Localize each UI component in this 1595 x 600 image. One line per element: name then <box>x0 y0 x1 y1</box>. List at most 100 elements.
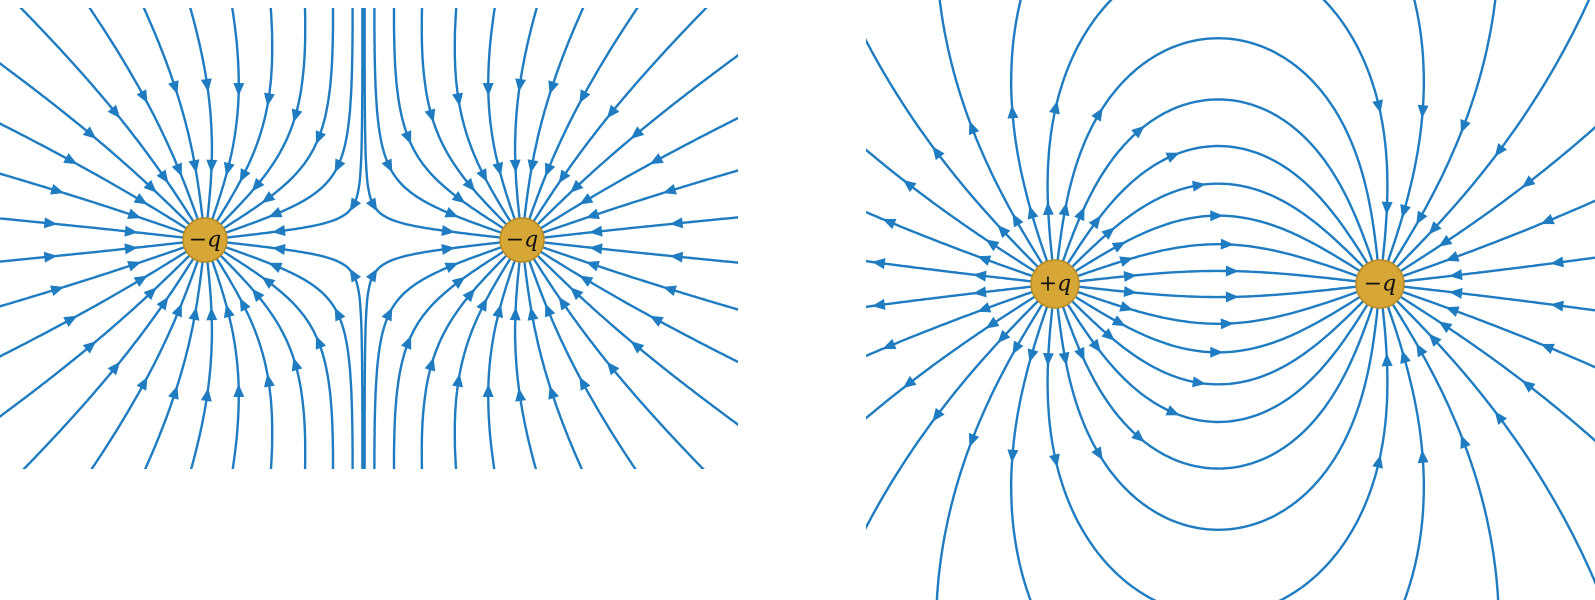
arrowhead-icon <box>1074 346 1085 361</box>
field-line <box>1402 199 1595 277</box>
field-line <box>523 8 585 219</box>
field-line <box>1396 0 1591 268</box>
arrowhead-icon <box>985 316 1000 329</box>
arrowhead-icon <box>973 286 987 298</box>
field-line <box>226 8 364 239</box>
dipole-charges: +q −q <box>1030 259 1405 309</box>
arrowhead-icon <box>239 168 251 183</box>
arrowhead-icon <box>136 89 148 104</box>
arrowhead-icon <box>527 159 539 174</box>
field-line <box>1400 296 1595 443</box>
field-line-group <box>0 8 738 469</box>
field-line <box>528 8 639 220</box>
arrowhead-icon <box>291 357 303 372</box>
arrowhead-icon <box>977 302 992 313</box>
dipole-field-lines <box>866 0 1595 600</box>
arrowhead-icon <box>1416 210 1428 225</box>
like-charges-charges: −q −q <box>182 217 545 263</box>
field-line <box>542 246 738 311</box>
arrowhead-icon <box>441 225 455 236</box>
charge-circle-icon <box>1355 259 1405 309</box>
field-line <box>523 261 584 469</box>
arrowhead-icon <box>251 177 265 192</box>
arrowhead-icon <box>82 341 97 354</box>
arrowhead-icon <box>124 243 138 255</box>
arrowhead-icon <box>902 375 917 389</box>
arrowhead-icon <box>570 287 584 301</box>
arrowhead-icon <box>1220 238 1234 250</box>
arrowhead-icon <box>1445 251 1460 262</box>
field-line <box>142 8 204 219</box>
arrowhead-icon <box>1428 221 1442 235</box>
arrowhead-icon <box>882 218 897 230</box>
arrowhead-icon <box>1088 215 1101 230</box>
arrowhead-icon <box>1438 234 1453 247</box>
arrowhead-icon <box>1088 338 1101 353</box>
field-line <box>486 8 516 220</box>
arrowhead-icon <box>1428 333 1442 347</box>
arrowhead-icon <box>1381 353 1393 367</box>
arrowhead-icon <box>1449 287 1463 299</box>
arrowhead-icon <box>1042 201 1054 216</box>
arrowhead-icon <box>1381 201 1393 215</box>
arrowhead-icon <box>1091 107 1103 122</box>
arrowhead-icon <box>968 120 980 136</box>
arrowhead-icon <box>545 303 556 318</box>
arrowhead-icon <box>1417 449 1429 464</box>
field-line <box>453 8 511 222</box>
arrowhead-icon <box>133 193 148 205</box>
arrowhead-icon <box>932 146 945 161</box>
arrowhead-icon <box>630 126 645 139</box>
arrowhead-icon <box>349 197 362 212</box>
arrowhead-icon <box>1210 346 1224 358</box>
arrowhead-icon <box>268 207 283 218</box>
arrowhead-icon <box>452 373 463 388</box>
charge-circle-icon <box>1030 259 1080 309</box>
arrowhead-icon <box>444 262 459 273</box>
arrowhead-icon <box>441 244 455 255</box>
field-line <box>0 246 185 308</box>
arrowhead-icon <box>136 376 148 391</box>
arrowhead-icon <box>264 92 275 107</box>
arrowhead-icon <box>200 388 212 402</box>
field-line <box>1071 182 1366 269</box>
arrowhead-icon <box>315 335 326 350</box>
field-line <box>540 251 738 364</box>
arrowhead-icon <box>381 158 393 173</box>
arrowhead-icon <box>43 217 58 229</box>
field-line <box>513 261 538 469</box>
arrowhead-icon <box>1058 351 1070 366</box>
arrowhead-icon <box>188 306 200 321</box>
arrowhead-icon <box>1225 265 1239 277</box>
field-line <box>543 216 738 239</box>
arrowhead-icon <box>1123 286 1138 298</box>
arrowhead-icon <box>200 78 212 92</box>
arrowhead-icon <box>1210 210 1224 222</box>
arrowhead-icon <box>206 307 218 321</box>
field-line <box>533 258 705 469</box>
field-line <box>1078 285 1360 299</box>
arrowhead-icon <box>168 385 179 400</box>
field-line <box>88 8 199 220</box>
arrowhead-icon <box>1131 125 1145 139</box>
field-line <box>866 296 1035 420</box>
arrowhead-icon <box>365 268 378 283</box>
arrowhead-icon <box>932 407 945 422</box>
arrowhead-icon <box>977 255 992 266</box>
field-line <box>1056 36 1380 264</box>
arrowhead-icon <box>1027 205 1039 220</box>
field-line <box>543 241 738 264</box>
arrowhead-icon <box>482 383 494 398</box>
arrowhead-icon <box>334 307 346 322</box>
arrowhead-icon <box>1165 405 1180 416</box>
field-line <box>0 251 187 358</box>
arrowhead-icon <box>1119 256 1134 267</box>
field-line <box>1071 299 1366 386</box>
dipole-panel: +q −q <box>866 0 1595 600</box>
field-line <box>1056 304 1380 532</box>
field-line <box>1396 300 1595 585</box>
arrowhead-icon <box>171 303 182 318</box>
charge-label: −q <box>189 228 222 253</box>
arrowhead-icon <box>107 361 121 376</box>
arrowhead-icon <box>401 335 412 350</box>
